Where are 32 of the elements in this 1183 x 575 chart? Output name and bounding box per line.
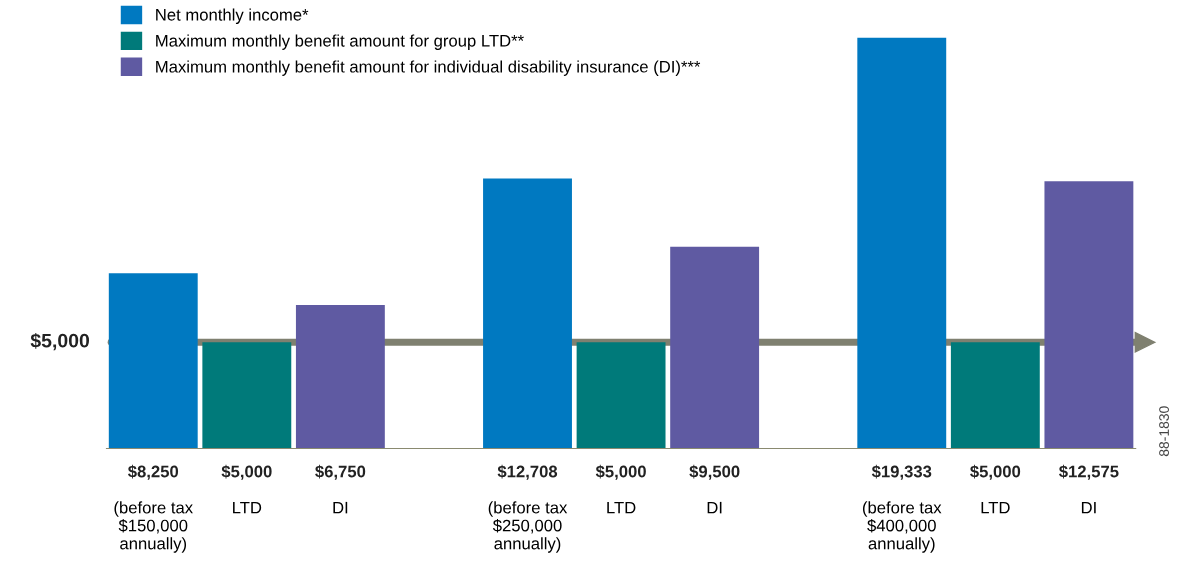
x-tick-label: LTD xyxy=(233,501,262,514)
bar xyxy=(483,178,572,449)
data-label: $5,000 xyxy=(595,464,646,480)
ref-line-label: $5,000 xyxy=(30,332,90,351)
bar xyxy=(950,342,1040,449)
data-label: $8,250 xyxy=(127,464,179,480)
x-tick-label: LTD xyxy=(981,501,1010,514)
x-tick-label: DI xyxy=(707,501,722,514)
data-label: $12,708 xyxy=(497,464,558,480)
bar xyxy=(670,246,760,449)
data-label: $9,500 xyxy=(689,464,740,480)
data-label: $12,575 xyxy=(1059,464,1119,480)
data-label: $6,750 xyxy=(315,464,366,480)
bar xyxy=(576,342,666,449)
x-tick-label: (before tax $250,000 annually) xyxy=(488,501,568,553)
bar xyxy=(202,342,292,449)
legend-label: Net monthly income* xyxy=(156,8,309,24)
data-label: $5,000 xyxy=(970,464,1021,480)
bar xyxy=(857,37,947,449)
x-tick-label: DI xyxy=(1081,501,1096,514)
bar xyxy=(295,305,385,449)
legend-label: Maximum monthly benefit amount for group LTD** xyxy=(156,34,524,50)
bar xyxy=(108,273,198,449)
bar xyxy=(1044,181,1134,449)
x-tick-label: LTD xyxy=(607,501,636,514)
data-label: $5,000 xyxy=(221,464,272,480)
x-tick-label: DI xyxy=(333,501,348,514)
x-tick-label: (before tax $400,000 annually) xyxy=(862,501,942,553)
legend-label: Maximum monthly benefit amount for individual disability insurance (DI)*** xyxy=(156,60,701,76)
data-label: $19,333 xyxy=(871,464,932,480)
x-tick-label: (before tax $150,000 annually) xyxy=(114,501,193,553)
text: 88-1830 xyxy=(1159,406,1169,457)
